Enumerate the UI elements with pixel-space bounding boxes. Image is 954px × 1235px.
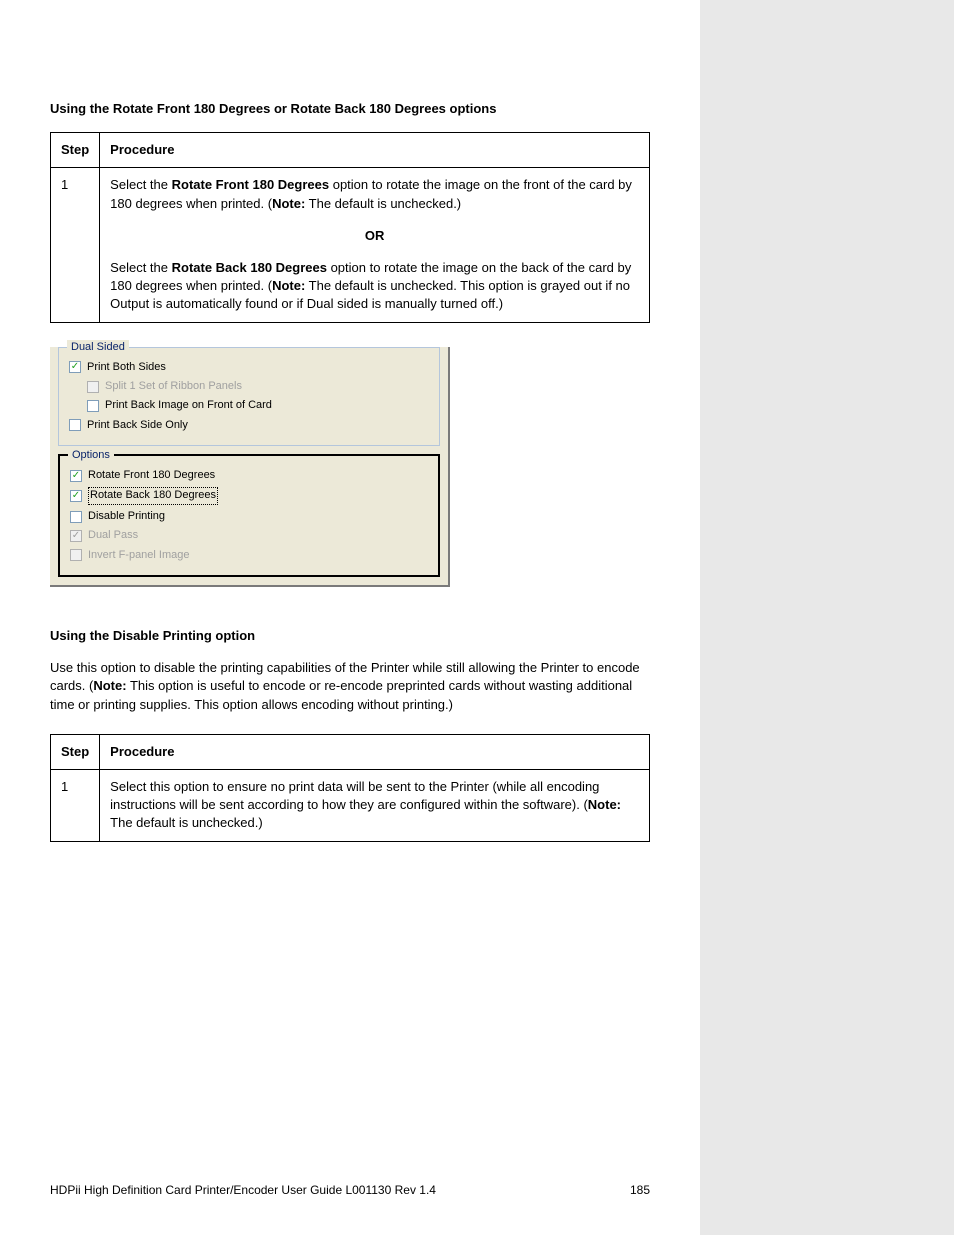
rotate-front-180-checkbox[interactable]: ✓ — [70, 470, 82, 482]
split-ribbon-panels-checkbox-row: Split 1 Set of Ribbon Panels — [69, 377, 429, 396]
col-header-procedure: Procedure — [100, 734, 650, 769]
text: Select the — [110, 177, 171, 192]
rotate-back-180-checkbox-label[interactable]: Rotate Back 180 Degrees — [88, 487, 218, 504]
print-back-on-front-checkbox-row: Print Back Image on Front of Card — [69, 396, 429, 415]
rotate-front-180-checkbox-label[interactable]: Rotate Front 180 Degrees — [88, 468, 215, 483]
dialog-screenshot: Dual Sided ✓Print Both SidesSplit 1 Set … — [50, 347, 450, 588]
dual-pass-checkbox-row: ✓ Dual Pass — [70, 526, 428, 545]
col-header-step: Step — [51, 133, 100, 168]
text-bold: Note: — [93, 678, 126, 693]
rotate-back-180-checkbox-row: ✓ Rotate Back 180 Degrees — [70, 485, 428, 506]
invert-fpanel-checkbox-row: Invert F-panel Image — [70, 546, 428, 565]
table-header-row: Step Procedure — [51, 734, 650, 769]
print-back-side-only-checkbox-label[interactable]: Print Back Side Only — [87, 418, 188, 433]
disable-printing-checkbox-row: Disable Printing — [70, 507, 428, 526]
print-both-sides-checkbox-row: ✓ Print Both Sides — [69, 358, 429, 377]
text-bold: Rotate Front 180 Degrees — [172, 177, 330, 192]
rotate-front-180-checkbox-row: ✓ Rotate Front 180 Degrees — [70, 466, 428, 485]
section2-title: Using the Disable Printing option — [50, 627, 650, 645]
print-both-sides-checkbox[interactable]: ✓ — [69, 361, 81, 373]
text-bold: Rotate Back 180 Degrees — [172, 260, 327, 275]
or-divider: OR — [110, 227, 639, 245]
section1-table: Step Procedure 1 Select the Rotate Front… — [50, 132, 650, 322]
document-page: Using the Rotate Front 180 Degrees or Ro… — [0, 0, 700, 1235]
text-block: Select the Rotate Back 180 Degrees optio… — [110, 259, 639, 314]
invert-fpanel-checkbox — [70, 549, 82, 561]
dual-pass-checkbox: ✓ — [70, 530, 82, 542]
dual-sided-group: Dual Sided ✓Print Both SidesSplit 1 Set … — [58, 347, 440, 447]
text: This option is useful to encode or re-en… — [50, 678, 632, 711]
section2-table: Step Procedure 1 Select this option to e… — [50, 734, 650, 842]
footer-left: HDPii High Definition Card Printer/Encod… — [50, 1182, 436, 1199]
print-both-sides-checkbox-label[interactable]: Print Both Sides — [87, 360, 166, 375]
text: The default is unchecked.) — [305, 196, 461, 211]
text: The default is unchecked.) — [110, 815, 262, 830]
table-row: 1 Select this option to ensure no print … — [51, 769, 650, 841]
text-bold: Note: — [272, 196, 305, 211]
rotate-back-180-checkbox[interactable]: ✓ — [70, 490, 82, 502]
procedure-cell: Select the Rotate Front 180 Degrees opti… — [100, 168, 650, 322]
options-group: Options ✓Rotate Front 180 Degrees✓Rotate… — [58, 454, 440, 577]
print-back-side-only-checkbox[interactable] — [69, 419, 81, 431]
section2-paragraph: Use this option to disable the printing … — [50, 659, 650, 714]
text: Select the — [110, 260, 171, 275]
group-legend: Dual Sided — [67, 340, 129, 355]
invert-fpanel-checkbox-label: Invert F-panel Image — [88, 548, 190, 563]
footer-page-number: 185 — [630, 1182, 650, 1199]
print-back-side-only-checkbox-row: Print Back Side Only — [69, 416, 429, 435]
section1-title: Using the Rotate Front 180 Degrees or Ro… — [50, 100, 650, 118]
print-back-on-front-checkbox-label[interactable]: Print Back Image on Front of Card — [105, 398, 272, 413]
page-footer: HDPii High Definition Card Printer/Encod… — [50, 1182, 650, 1199]
text: Select this option to ensure no print da… — [110, 779, 599, 812]
split-ribbon-panels-checkbox-label: Split 1 Set of Ribbon Panels — [105, 379, 242, 394]
table-row: 1 Select the Rotate Front 180 Degrees op… — [51, 168, 650, 322]
col-header-step: Step — [51, 734, 100, 769]
text-bold: Note: — [588, 797, 621, 812]
disable-printing-checkbox[interactable] — [70, 511, 82, 523]
print-back-on-front-checkbox[interactable] — [87, 400, 99, 412]
table-header-row: Step Procedure — [51, 133, 650, 168]
disable-printing-checkbox-label[interactable]: Disable Printing — [88, 509, 165, 524]
procedure-cell: Select this option to ensure no print da… — [100, 769, 650, 841]
step-cell: 1 — [51, 769, 100, 841]
dual-pass-checkbox-label: Dual Pass — [88, 528, 138, 543]
split-ribbon-panels-checkbox — [87, 381, 99, 393]
group-legend: Options — [68, 448, 114, 463]
text-bold: Note: — [272, 278, 305, 293]
step-cell: 1 — [51, 168, 100, 322]
col-header-procedure: Procedure — [100, 133, 650, 168]
